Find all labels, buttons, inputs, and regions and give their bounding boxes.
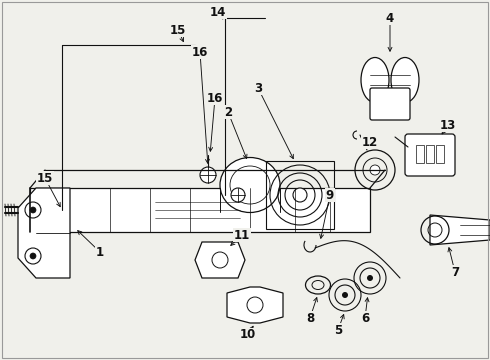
Text: 3: 3	[254, 81, 262, 95]
Text: 12: 12	[362, 135, 378, 149]
Circle shape	[231, 188, 245, 202]
Text: 1: 1	[96, 246, 104, 258]
Text: 6: 6	[361, 311, 369, 324]
Circle shape	[30, 253, 36, 259]
Circle shape	[370, 165, 380, 175]
Text: 9: 9	[326, 189, 334, 202]
Polygon shape	[195, 242, 245, 278]
Polygon shape	[227, 287, 283, 323]
Bar	[30, 188, 370, 232]
Text: 2: 2	[224, 105, 232, 118]
Text: 16: 16	[192, 45, 208, 59]
Text: 7: 7	[451, 266, 459, 279]
Text: 16: 16	[207, 91, 223, 104]
Polygon shape	[18, 188, 70, 278]
Ellipse shape	[220, 158, 280, 212]
Ellipse shape	[361, 58, 389, 103]
Circle shape	[367, 275, 373, 281]
Circle shape	[30, 207, 36, 213]
Ellipse shape	[230, 166, 270, 204]
Text: 15: 15	[170, 23, 186, 36]
Polygon shape	[430, 215, 490, 245]
Text: 4: 4	[386, 12, 394, 24]
Circle shape	[200, 167, 216, 183]
Text: 15: 15	[37, 171, 53, 185]
Bar	[416, 145, 424, 163]
Text: 5: 5	[334, 324, 342, 337]
Bar	[426, 145, 434, 163]
Text: 10: 10	[240, 328, 256, 342]
Circle shape	[293, 188, 307, 202]
Circle shape	[342, 292, 348, 298]
Bar	[436, 145, 444, 163]
FancyBboxPatch shape	[370, 88, 410, 120]
Text: 13: 13	[440, 118, 456, 131]
Text: 11: 11	[234, 229, 250, 242]
Ellipse shape	[391, 58, 419, 103]
Text: 14: 14	[210, 5, 226, 18]
FancyBboxPatch shape	[405, 134, 455, 176]
Text: 8: 8	[306, 311, 314, 324]
Bar	[266, 161, 334, 229]
